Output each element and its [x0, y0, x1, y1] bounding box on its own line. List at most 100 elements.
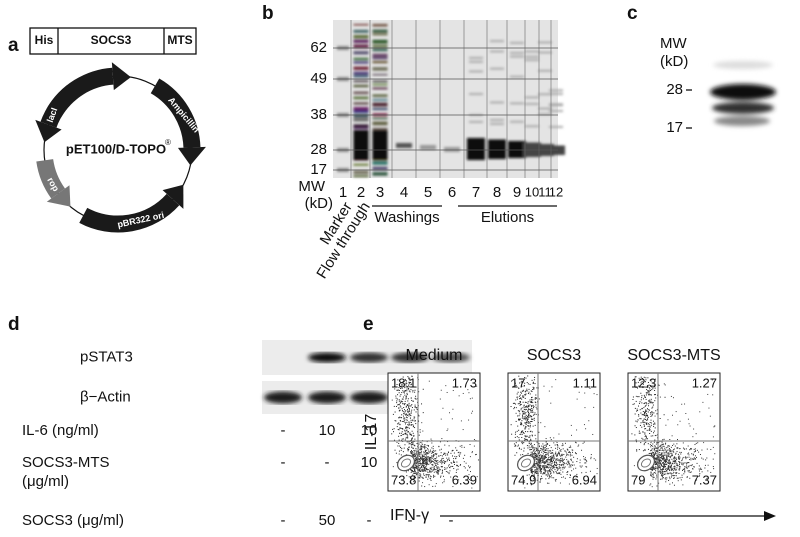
dot	[637, 419, 639, 421]
dot	[552, 456, 554, 458]
blot-label: β−Actin	[80, 388, 131, 405]
dot	[585, 459, 587, 461]
dot	[441, 469, 443, 471]
band	[264, 391, 302, 404]
dot	[661, 462, 663, 464]
dot	[665, 469, 667, 471]
dot	[468, 465, 470, 467]
dot	[414, 427, 416, 429]
dot	[656, 409, 658, 411]
dot	[559, 472, 561, 474]
dot	[654, 422, 656, 424]
dot	[533, 453, 535, 455]
dot	[414, 420, 416, 422]
dot	[528, 414, 530, 416]
dot	[671, 467, 673, 469]
dot	[649, 429, 651, 431]
dot	[425, 453, 427, 455]
band	[525, 125, 539, 128]
dot	[522, 454, 524, 456]
row-value: -	[281, 454, 286, 471]
dot	[659, 444, 661, 446]
dot	[643, 376, 645, 378]
dot	[682, 464, 684, 466]
dot	[529, 435, 531, 437]
dot	[584, 392, 586, 394]
dot	[647, 443, 649, 445]
dot	[519, 423, 521, 425]
dot	[414, 404, 416, 406]
dot	[649, 426, 651, 428]
lane-number: 11	[538, 184, 552, 199]
dot	[645, 416, 647, 418]
dot	[458, 454, 460, 456]
dot	[684, 466, 686, 468]
dot	[544, 426, 546, 428]
band	[353, 39, 369, 43]
dot	[644, 439, 646, 441]
dot	[438, 455, 440, 457]
dot	[516, 396, 518, 398]
dot	[414, 406, 416, 408]
dot	[400, 434, 402, 436]
band	[525, 102, 539, 105]
dot	[704, 467, 706, 469]
dot	[539, 446, 541, 448]
dot	[643, 442, 645, 444]
dot	[448, 445, 450, 447]
dot	[545, 441, 547, 443]
band	[510, 75, 524, 78]
dot	[534, 447, 536, 449]
dot	[650, 473, 652, 475]
dot	[416, 453, 418, 455]
dot	[572, 461, 574, 463]
dot	[546, 459, 548, 461]
dot	[679, 468, 681, 470]
dot	[470, 479, 472, 481]
dot	[425, 459, 427, 461]
dot	[460, 464, 462, 466]
band	[353, 102, 369, 105]
dot	[534, 457, 536, 459]
band	[538, 113, 552, 116]
dot	[527, 410, 529, 412]
dot	[648, 391, 650, 393]
dot	[402, 428, 404, 430]
dot	[672, 444, 674, 446]
dot	[538, 465, 540, 467]
contour	[640, 458, 652, 468]
dot	[410, 481, 412, 483]
dot	[540, 472, 542, 474]
dot	[419, 448, 421, 450]
dot	[655, 447, 657, 449]
dot	[414, 397, 416, 399]
dot	[400, 401, 402, 403]
dot	[549, 461, 551, 463]
dot	[545, 465, 547, 467]
dot	[440, 454, 442, 456]
dot	[425, 462, 427, 464]
dot	[636, 410, 638, 412]
dot	[531, 469, 533, 471]
dot	[413, 444, 415, 446]
band	[372, 53, 388, 57]
dot	[548, 470, 550, 472]
dot	[682, 442, 684, 444]
dot	[519, 394, 521, 396]
dot	[440, 452, 442, 454]
dot	[547, 443, 549, 445]
dot	[430, 438, 432, 440]
dot	[566, 464, 568, 466]
dot	[521, 433, 523, 435]
dot	[663, 438, 665, 440]
dot	[663, 383, 665, 385]
band	[538, 51, 552, 54]
dot	[426, 452, 428, 454]
dot	[476, 476, 478, 478]
dot	[696, 449, 698, 451]
dot	[654, 423, 656, 425]
dot	[545, 452, 547, 454]
dot	[414, 453, 416, 455]
dot	[391, 433, 393, 435]
dot	[543, 471, 545, 473]
